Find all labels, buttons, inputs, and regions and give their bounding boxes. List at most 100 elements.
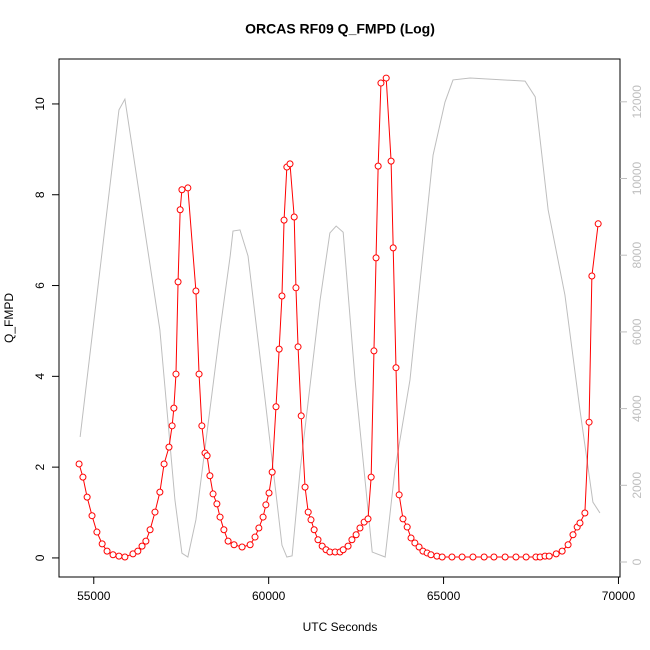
- data-point: [585, 418, 593, 426]
- chart-title: ORCAS RF09 Q_FMPD (Log): [245, 21, 435, 37]
- x-tick-label: 70000: [602, 589, 636, 603]
- data-point: [134, 547, 142, 555]
- data-point: [374, 162, 382, 170]
- data-point: [259, 513, 267, 521]
- data-point: [352, 531, 360, 539]
- y2-tick-label: 10000: [630, 161, 644, 195]
- data-point: [168, 422, 176, 430]
- x-tick-label: 55000: [77, 589, 111, 603]
- x-tick-label: 65000: [427, 589, 461, 603]
- data-point: [427, 551, 435, 559]
- data-point: [512, 553, 520, 561]
- data-point: [75, 460, 83, 468]
- y-tick-label: 4: [33, 373, 47, 380]
- data-point: [364, 515, 372, 523]
- data-point: [290, 213, 298, 221]
- data-point: [545, 552, 553, 560]
- data-point: [268, 468, 276, 476]
- data-point: [184, 184, 192, 192]
- data-point: [209, 490, 217, 498]
- data-point: [160, 460, 168, 468]
- data-point: [216, 513, 224, 521]
- data-point: [275, 345, 283, 353]
- data-point: [558, 547, 566, 555]
- y2-tick-label: 12000: [630, 85, 644, 119]
- y2-tick-label: 8000: [630, 242, 644, 269]
- data-point: [501, 553, 509, 561]
- data-point: [278, 292, 286, 300]
- data-point: [103, 547, 111, 555]
- data-point: [265, 489, 273, 497]
- data-point: [88, 512, 96, 520]
- data-point: [165, 443, 173, 451]
- data-point: [367, 473, 375, 481]
- data-point: [382, 74, 390, 82]
- data-point: [438, 553, 446, 561]
- data-point: [272, 403, 280, 411]
- data-point: [356, 524, 364, 532]
- data-point: [307, 516, 315, 524]
- x-axis-label: UTC Seconds: [303, 620, 378, 634]
- data-point: [146, 526, 154, 534]
- data-point: [411, 539, 419, 547]
- x-tick-label: 60000: [252, 589, 286, 603]
- data-point: [246, 541, 254, 549]
- data-point: [178, 186, 186, 194]
- data-point: [286, 160, 294, 168]
- data-point: [230, 541, 238, 549]
- data-point: [174, 278, 182, 286]
- data-point: [206, 472, 214, 480]
- data-point: [392, 364, 400, 372]
- y2-tick-label: 0: [630, 558, 644, 565]
- data-point: [98, 540, 106, 548]
- data-point: [403, 523, 411, 531]
- data-point: [564, 541, 572, 549]
- data-point: [220, 526, 228, 534]
- data-point: [224, 537, 232, 545]
- data-point: [576, 519, 584, 527]
- data-point: [176, 206, 184, 214]
- plot-frame: [58, 58, 621, 578]
- data-point: [294, 343, 302, 351]
- data-point: [370, 347, 378, 355]
- data-point: [448, 553, 456, 561]
- data-point: [292, 284, 300, 292]
- data-point: [304, 508, 312, 516]
- data-point: [198, 422, 206, 430]
- y2-tick-label: 4000: [630, 395, 644, 422]
- data-point: [395, 491, 403, 499]
- y-tick-label: 0: [33, 554, 47, 561]
- y-tick-label: 2: [33, 463, 47, 470]
- data-point: [121, 553, 129, 561]
- data-point: [314, 536, 322, 544]
- data-point: [522, 553, 530, 561]
- data-point: [195, 370, 203, 378]
- data-point: [344, 542, 352, 550]
- data-point: [377, 79, 385, 87]
- data-point: [480, 553, 488, 561]
- data-point: [389, 244, 397, 252]
- data-point: [458, 553, 466, 561]
- data-point: [142, 537, 150, 545]
- data-point: [407, 534, 415, 542]
- y2-tick-label: 2000: [630, 472, 644, 499]
- y-axis-label: Q_FMPD: [2, 293, 16, 343]
- data-point: [297, 412, 305, 420]
- data-point: [238, 543, 246, 551]
- data-point: [255, 524, 263, 532]
- data-point: [138, 542, 146, 550]
- data-point: [348, 536, 356, 544]
- data-point: [109, 551, 117, 559]
- data-point: [251, 533, 259, 541]
- y2-tick-label: 6000: [630, 318, 644, 345]
- y-tick-label: 8: [33, 191, 47, 198]
- data-point: [262, 501, 270, 509]
- data-point: [581, 509, 589, 517]
- data-point: [469, 553, 477, 561]
- data-point: [387, 157, 395, 165]
- y-tick-label: 10: [33, 97, 47, 111]
- data-point: [339, 546, 347, 554]
- data-point: [399, 515, 407, 523]
